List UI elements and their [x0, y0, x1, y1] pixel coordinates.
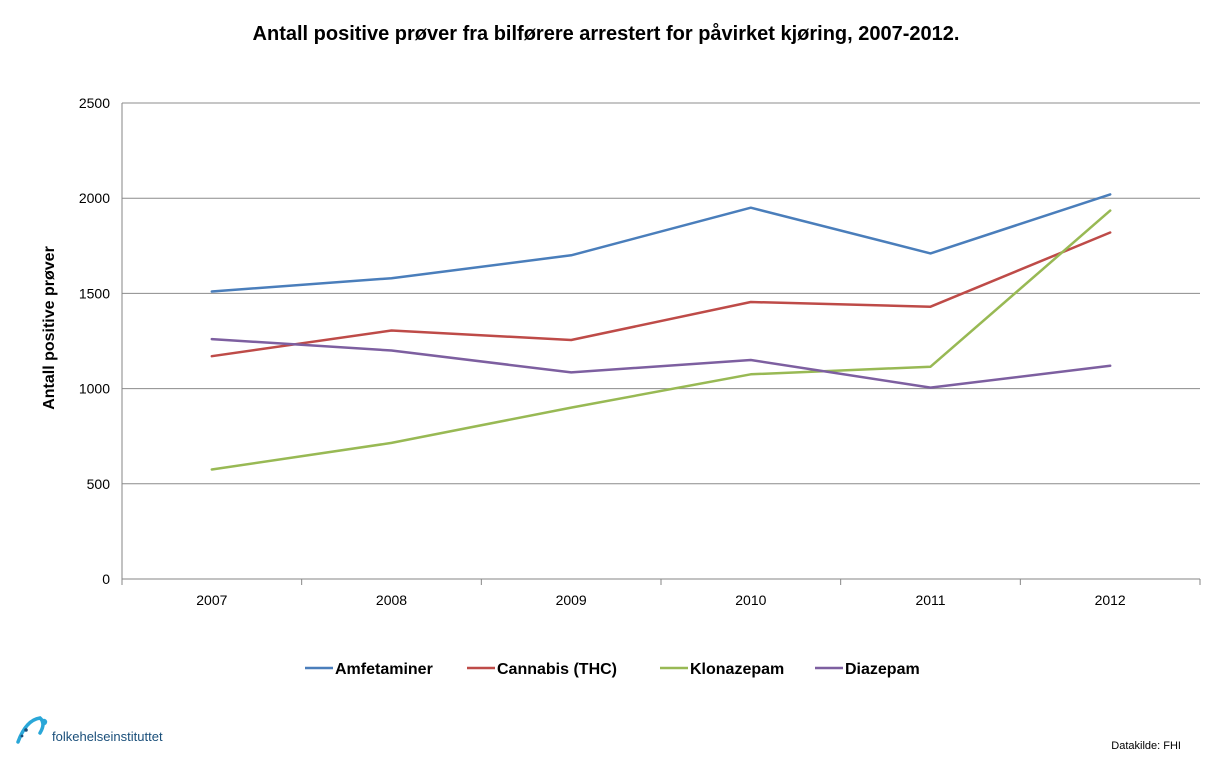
series-line-klonazepam [210, 209, 1112, 471]
legend-label-amfetaminer: Amfetaminer [335, 661, 433, 678]
series-line-amfetaminer [210, 193, 1112, 293]
series-lines [210, 193, 1112, 471]
legend: Amfetaminer Cannabis (THC) Klonazepam Diaze… [305, 661, 920, 678]
series-line-diazepam [210, 337, 1112, 389]
y-tick-label: 500 [87, 476, 111, 492]
x-tick-label: 2008 [376, 592, 407, 608]
chart-title: Antall positive prøver fra bilførere arr… [253, 22, 960, 45]
gridlines [121, 102, 1201, 585]
legend-label-cannabis-thc: Cannabis (THC) [497, 661, 617, 678]
y-tick-label: 1500 [79, 285, 110, 301]
y-tick-labels: 0 500 1000 1500 2000 2500 [79, 95, 110, 587]
y-tick-label: 1000 [79, 381, 110, 397]
x-tick-labels: 2007 2008 2009 2010 2011 2012 [196, 592, 1126, 608]
legend-label-diazepam: Diazepam [845, 661, 920, 678]
series-line-cannabis-thc [210, 231, 1112, 358]
x-tick-label: 2011 [915, 592, 945, 608]
logo-text: folkehelseinstituttet [52, 729, 163, 744]
legend-label-klonazepam: Klonazepam [690, 661, 784, 678]
x-tick-label: 2007 [196, 592, 227, 608]
x-tick-label: 2010 [735, 592, 766, 608]
fhi-logo: folkehelseinstituttet [16, 716, 163, 744]
source-note: Datakilde: FHI [1111, 740, 1181, 752]
y-axis-label: Antall positive prøver [41, 246, 58, 410]
x-tick-label: 2009 [556, 592, 587, 608]
x-tick-label: 2012 [1095, 592, 1126, 608]
fhi-logo-icon [16, 716, 48, 744]
y-tick-label: 2500 [79, 95, 110, 111]
y-tick-label: 2000 [79, 190, 110, 206]
y-tick-label: 0 [102, 571, 110, 587]
